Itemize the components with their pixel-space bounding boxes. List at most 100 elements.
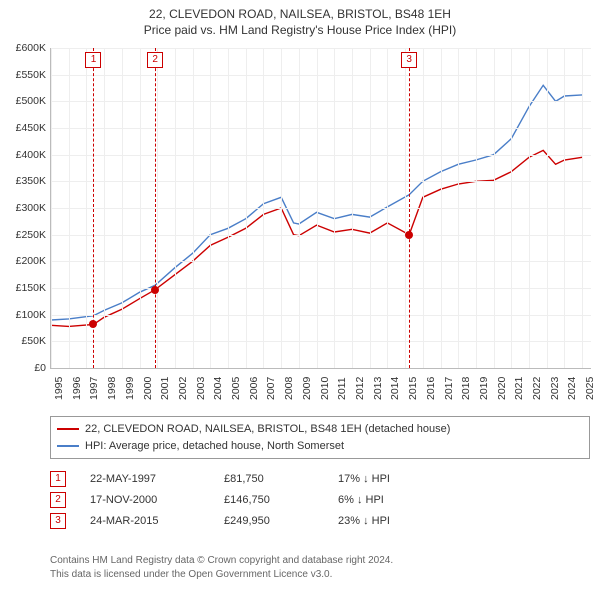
gridline-h bbox=[51, 235, 591, 236]
sale-marker-box: 3 bbox=[50, 513, 66, 529]
sale-number-box: 2 bbox=[147, 52, 163, 68]
gridline-v bbox=[529, 48, 530, 368]
sale-marker-box: 2 bbox=[50, 492, 66, 508]
y-tick-label: £450K bbox=[0, 122, 46, 134]
gridline-h bbox=[51, 261, 591, 262]
y-tick-label: £0 bbox=[0, 362, 46, 374]
y-tick-label: £400K bbox=[0, 149, 46, 161]
sale-vertical-line bbox=[155, 48, 156, 368]
sale-number-box: 1 bbox=[85, 52, 101, 68]
x-tick-label: 1997 bbox=[88, 377, 100, 400]
gridline-h bbox=[51, 101, 591, 102]
gridline-v bbox=[582, 48, 583, 368]
x-tick-label: 1998 bbox=[106, 377, 118, 400]
sale-price: £81,750 bbox=[224, 473, 314, 485]
y-tick-label: £100K bbox=[0, 309, 46, 321]
y-axis: £0£50K£100K£150K£200K£250K£300K£350K£400… bbox=[0, 48, 48, 368]
sale-date: 24-MAR-2015 bbox=[90, 515, 200, 527]
gridline-h bbox=[51, 48, 591, 49]
gridline-v bbox=[423, 48, 424, 368]
y-tick-label: £550K bbox=[0, 69, 46, 81]
y-tick-label: £50K bbox=[0, 335, 46, 347]
x-tick-label: 2001 bbox=[159, 377, 171, 400]
x-tick-label: 2008 bbox=[283, 377, 295, 400]
y-tick-label: £250K bbox=[0, 229, 46, 241]
sale-point-marker bbox=[151, 286, 159, 294]
gridline-v bbox=[281, 48, 282, 368]
x-tick-label: 2019 bbox=[478, 377, 490, 400]
legend-swatch bbox=[57, 428, 79, 430]
gridline-h bbox=[51, 155, 591, 156]
x-tick-label: 2022 bbox=[531, 377, 543, 400]
sales-table: 1 22-MAY-1997 £81,750 17% ↓ HPI 2 17-NOV… bbox=[50, 466, 590, 534]
x-tick-label: 2018 bbox=[460, 377, 472, 400]
footer-line: Contains HM Land Registry data © Crown c… bbox=[50, 554, 590, 568]
chart-title: 22, CLEVEDON ROAD, NAILSEA, BRISTOL, BS4… bbox=[0, 6, 600, 38]
gridline-v bbox=[86, 48, 87, 368]
sale-date: 22-MAY-1997 bbox=[90, 473, 200, 485]
x-tick-label: 2023 bbox=[549, 377, 561, 400]
sale-row: 2 17-NOV-2000 £146,750 6% ↓ HPI bbox=[50, 492, 590, 508]
y-tick-label: £350K bbox=[0, 175, 46, 187]
legend-swatch bbox=[57, 445, 79, 447]
x-axis: 1995199619971998199920002001200220032004… bbox=[50, 370, 590, 410]
gridline-v bbox=[564, 48, 565, 368]
gridline-v bbox=[157, 48, 158, 368]
gridline-v bbox=[476, 48, 477, 368]
sale-point-marker bbox=[89, 320, 97, 328]
sale-vertical-line bbox=[409, 48, 410, 368]
gridline-h bbox=[51, 181, 591, 182]
x-tick-label: 2021 bbox=[513, 377, 525, 400]
gridline-v bbox=[104, 48, 105, 368]
x-tick-label: 2020 bbox=[496, 377, 508, 400]
sale-row: 3 24-MAR-2015 £249,950 23% ↓ HPI bbox=[50, 513, 590, 529]
gridline-h bbox=[51, 315, 591, 316]
x-tick-label: 2009 bbox=[301, 377, 313, 400]
gridline-v bbox=[175, 48, 176, 368]
x-tick-label: 2015 bbox=[407, 377, 419, 400]
gridline-v bbox=[547, 48, 548, 368]
plot-area: 123 bbox=[50, 48, 591, 369]
y-tick-label: £500K bbox=[0, 95, 46, 107]
x-tick-label: 2000 bbox=[142, 377, 154, 400]
gridline-v bbox=[210, 48, 211, 368]
chart-area: £0 £50K £100K £150K £200K £250K £300K £350K £400… bbox=[0, 48, 600, 408]
gridline-h bbox=[51, 75, 591, 76]
y-tick-label: £200K bbox=[0, 255, 46, 267]
sale-price: £146,750 bbox=[224, 494, 314, 506]
gridline-v bbox=[511, 48, 512, 368]
chart-container: 22, CLEVEDON ROAD, NAILSEA, BRISTOL, BS4… bbox=[0, 6, 600, 596]
gridline-v bbox=[317, 48, 318, 368]
gridline-v bbox=[494, 48, 495, 368]
x-tick-label: 2016 bbox=[425, 377, 437, 400]
gridline-v bbox=[51, 48, 52, 368]
gridline-v bbox=[387, 48, 388, 368]
x-tick-label: 2007 bbox=[265, 377, 277, 400]
x-tick-label: 1999 bbox=[124, 377, 136, 400]
gridline-v bbox=[352, 48, 353, 368]
x-tick-label: 2014 bbox=[389, 377, 401, 400]
legend-label: HPI: Average price, detached house, Nort… bbox=[85, 438, 344, 455]
sale-row: 1 22-MAY-1997 £81,750 17% ↓ HPI bbox=[50, 471, 590, 487]
x-tick-label: 2025 bbox=[584, 377, 596, 400]
legend-label: 22, CLEVEDON ROAD, NAILSEA, BRISTOL, BS4… bbox=[85, 421, 450, 438]
gridline-h bbox=[51, 341, 591, 342]
footer-line: This data is licensed under the Open Gov… bbox=[50, 568, 590, 582]
gridline-h bbox=[51, 128, 591, 129]
x-tick-label: 2003 bbox=[195, 377, 207, 400]
title-subtitle: Price paid vs. HM Land Registry's House … bbox=[0, 22, 600, 38]
gridline-v bbox=[458, 48, 459, 368]
sale-point-marker bbox=[405, 231, 413, 239]
title-address: 22, CLEVEDON ROAD, NAILSEA, BRISTOL, BS4… bbox=[0, 6, 600, 22]
gridline-h bbox=[51, 288, 591, 289]
x-tick-label: 2017 bbox=[443, 377, 455, 400]
gridline-v bbox=[405, 48, 406, 368]
gridline-v bbox=[69, 48, 70, 368]
sale-date: 17-NOV-2000 bbox=[90, 494, 200, 506]
legend-item: HPI: Average price, detached house, Nort… bbox=[57, 438, 583, 455]
x-tick-label: 2010 bbox=[319, 377, 331, 400]
sale-hpi: 17% ↓ HPI bbox=[338, 473, 438, 485]
gridline-v bbox=[193, 48, 194, 368]
y-tick-label: £150K bbox=[0, 282, 46, 294]
y-tick-label: £300K bbox=[0, 202, 46, 214]
